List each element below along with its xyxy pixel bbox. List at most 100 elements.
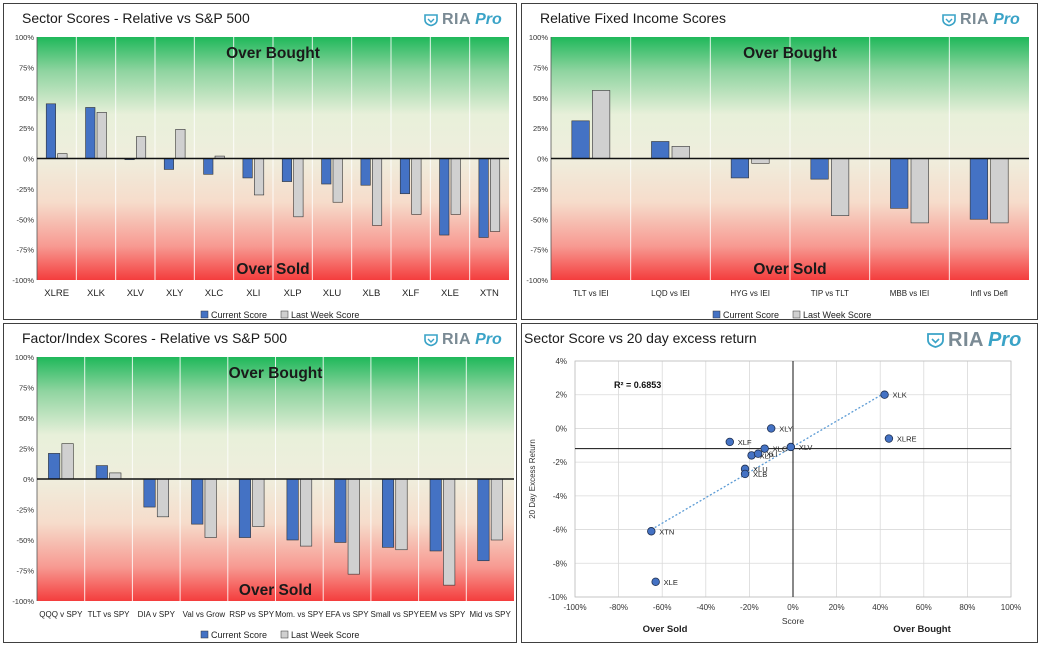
y-axis-title: 20 Day Excess Return (528, 439, 537, 519)
y-tick-label: 0% (537, 155, 548, 164)
oversold-label: Over Sold (643, 624, 688, 635)
y-tick-label: -8% (553, 559, 567, 568)
data-point (740, 469, 750, 479)
overbought-label: Over Bought (743, 45, 837, 62)
fixed-income-panel: Relative Fixed Income Scores RIA Pro 100… (521, 3, 1038, 320)
category-label: RSP vs SPY (229, 610, 274, 619)
bar-last-week (372, 158, 383, 226)
data-point (725, 437, 734, 447)
ria-shield-icon (942, 14, 956, 27)
legend-last-week: Last Week Score (291, 310, 359, 320)
ria-pro-logo: RIA Pro (424, 331, 502, 349)
bar-last-week (156, 478, 169, 518)
y-tick-label: -50% (16, 215, 34, 224)
bar-current (478, 158, 489, 238)
point-label: XLF (738, 438, 752, 447)
category-label: XLK (87, 288, 106, 299)
bar-last-week (347, 478, 360, 575)
y-tick-label: 25% (19, 445, 34, 454)
bar-current (439, 158, 450, 236)
y-tick-label: -50% (530, 215, 548, 224)
y-tick-label: 25% (533, 124, 548, 133)
x-tick-label: -100% (563, 603, 586, 612)
category-label: Val vs Grow (183, 610, 226, 619)
y-tick-label: 100% (15, 353, 35, 362)
y-tick-label: 0% (23, 155, 34, 164)
logo-ria: RIA (442, 11, 472, 28)
data-point (766, 424, 776, 433)
point-label: XLI (766, 450, 777, 459)
y-tick-label: 0% (555, 424, 567, 433)
bar-last-week (96, 112, 107, 159)
y-tick-label: 75% (19, 63, 34, 72)
y-tick-label: -75% (16, 246, 34, 255)
category-label: Small vs SPY (371, 610, 420, 619)
y-tick-label: 75% (533, 63, 548, 72)
bar-current (382, 478, 395, 548)
legend-last-week: Last Week Score (291, 630, 359, 640)
data-point (651, 577, 660, 587)
x-tick-label: 80% (959, 603, 975, 612)
bar-last-week (990, 158, 1009, 224)
oversold-label: Over Sold (239, 582, 312, 599)
y-tick-label: 100% (15, 33, 35, 42)
legend-last-week: Last Week Score (803, 310, 871, 320)
bar-current (399, 158, 410, 195)
bar-last-week (395, 478, 408, 551)
category-label: Infl vs Defl (970, 289, 1008, 298)
bar-last-week (411, 158, 422, 215)
category-label: DIA v SPY (138, 610, 176, 619)
bar-last-week (831, 158, 850, 216)
bar-current (429, 478, 442, 552)
logo-ria: RIA (948, 329, 984, 351)
y-tick-label: 50% (19, 414, 34, 423)
fixed-income-bar-chart: 100% 75% 50% 25% 0% -25% -50% -75% -100% TLT vs I… (526, 33, 1029, 320)
legend-swatch-current (200, 310, 209, 319)
bar-current (651, 141, 670, 159)
point-label: XLU (753, 465, 768, 474)
bar-last-week (136, 136, 147, 159)
oversold-label: Over Sold (753, 261, 826, 278)
point-label: XLK (893, 391, 907, 400)
bar-last-week (671, 146, 690, 159)
category-label: XLF (402, 288, 420, 299)
logo-pro: Pro (993, 11, 1020, 28)
ria-shield-icon (927, 333, 944, 348)
x-tick-label: 100% (1001, 603, 1021, 612)
y-tick-label: 100% (529, 33, 549, 42)
overbought-label: Over Bought (893, 624, 951, 635)
category-label: MBB vs IEI (890, 289, 930, 298)
legend-current: Current Score (211, 310, 267, 320)
y-tick-label: -50% (16, 536, 34, 545)
category-label: Mom. vs SPY (275, 610, 324, 619)
logo-pro: Pro (475, 331, 502, 348)
legend-swatch-last-week (792, 310, 801, 319)
y-tick-label: 2% (555, 391, 567, 400)
point-label: XLP (760, 451, 774, 460)
y-tick-label: -100% (12, 276, 34, 285)
scatter-chart: -100% -80% -60% -40% -20% 0% 20% 40% 60% 80% 100% 4… (528, 357, 1021, 635)
category-label: LQD vs IEI (651, 289, 690, 298)
overbought-label: Over Bought (226, 45, 320, 62)
category-label: EEM vs SPY (420, 610, 466, 619)
ria-pro-logo: RIA Pro (942, 11, 1020, 29)
data-point (760, 444, 769, 453)
y-tick-label: -100% (12, 597, 34, 606)
bar-last-week (109, 472, 122, 480)
category-label: XLU (323, 288, 342, 299)
bar-last-week (910, 158, 929, 224)
point-label: XLE (664, 578, 678, 587)
ria-pro-logo: RIA Pro (424, 11, 502, 29)
point-label: XLV (799, 443, 813, 452)
y-tick-label: 0% (23, 475, 34, 484)
y-tick-label: -4% (553, 492, 567, 501)
oversold-label: Over Sold (236, 261, 309, 278)
bar-current (238, 478, 251, 538)
r-squared-label: R² = 0.6853 (614, 380, 661, 390)
bar-current (286, 478, 299, 541)
x-tick-label: 20% (829, 603, 845, 612)
point-label: XLY (779, 424, 793, 433)
chart-title: Relative Fixed Income Scores (540, 10, 726, 26)
logo-ria: RIA (960, 11, 990, 28)
legend-swatch-last-week (280, 310, 289, 319)
